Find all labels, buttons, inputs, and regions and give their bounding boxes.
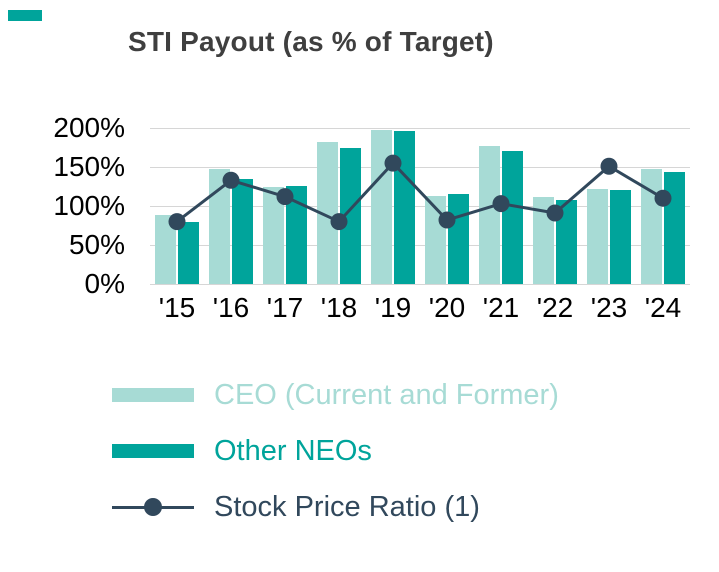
legend-item: Other NEOs [112, 430, 559, 472]
x-tick-label: '23 [590, 292, 628, 323]
x-tick-label: '20 [428, 292, 466, 323]
y-tick-label: 200% [53, 112, 125, 143]
x-tick-label: '21 [482, 292, 520, 323]
legend-label: Stock Price Ratio (1) [214, 490, 480, 523]
gridline [150, 128, 690, 129]
plot-area [150, 128, 690, 285]
bar [209, 169, 230, 284]
legend-label: CEO (Current and Former) [214, 378, 559, 411]
bar [479, 145, 500, 284]
bar [340, 148, 361, 284]
bar [232, 179, 253, 284]
gridline [150, 206, 690, 207]
line-series [168, 154, 672, 231]
x-tick-label: '15 [158, 292, 196, 323]
legend-swatch [112, 444, 194, 458]
bar-group [312, 128, 366, 284]
line-dot [330, 213, 348, 231]
line-dot [600, 157, 618, 175]
x-tick-label: '16 [212, 292, 250, 323]
bar-group [474, 128, 528, 284]
x-axis: '15 '16 '17 '18 '19 '20 '21 '22 '23 '24 [150, 292, 690, 324]
legend-label: Other NEOs [214, 434, 372, 467]
x-tick-label: '18 [320, 292, 358, 323]
x-tick-label: '17 [266, 292, 304, 323]
x-tick-label: '19 [374, 292, 412, 323]
y-tick-label: 150% [53, 151, 125, 182]
legend-item: Stock Price Ratio (1) [112, 486, 559, 528]
bar [155, 215, 176, 284]
gridline [150, 284, 690, 285]
line-dot [492, 195, 510, 213]
chart-title: STI Payout (as % of Target) [128, 26, 494, 57]
bar [317, 142, 338, 284]
line-dot [654, 189, 672, 207]
bar [610, 190, 631, 284]
legend: CEO (Current and Former) Other NEOs Stock … [112, 374, 559, 528]
bar-group [582, 128, 636, 284]
legend-line-dot-marker [112, 497, 194, 517]
y-tick-label: 0% [84, 268, 125, 299]
bar [178, 221, 199, 284]
bar-group [258, 128, 312, 284]
x-tick-label: '24 [644, 292, 682, 323]
gridline [150, 245, 690, 246]
bar-group [150, 128, 204, 284]
line-dot [168, 213, 186, 231]
bar-group [204, 128, 258, 284]
line-dot [546, 204, 564, 222]
line-dot [276, 188, 294, 206]
line-dot [222, 171, 240, 189]
accent-square [8, 10, 42, 21]
bar [587, 188, 608, 284]
line-dot [384, 154, 402, 172]
y-axis: 200% 150% 100% 50% 0% [20, 112, 125, 299]
legend-item: CEO (Current and Former) [112, 374, 559, 416]
bar [502, 150, 523, 284]
y-tick-label: 50% [68, 229, 125, 260]
legend-swatch [112, 388, 194, 402]
y-tick-label: 100% [53, 190, 125, 221]
gridline [150, 167, 690, 168]
line-dot [438, 211, 456, 229]
bar [286, 185, 307, 284]
bar [556, 199, 577, 284]
bar [263, 186, 284, 284]
x-tick-label: '22 [536, 292, 574, 323]
